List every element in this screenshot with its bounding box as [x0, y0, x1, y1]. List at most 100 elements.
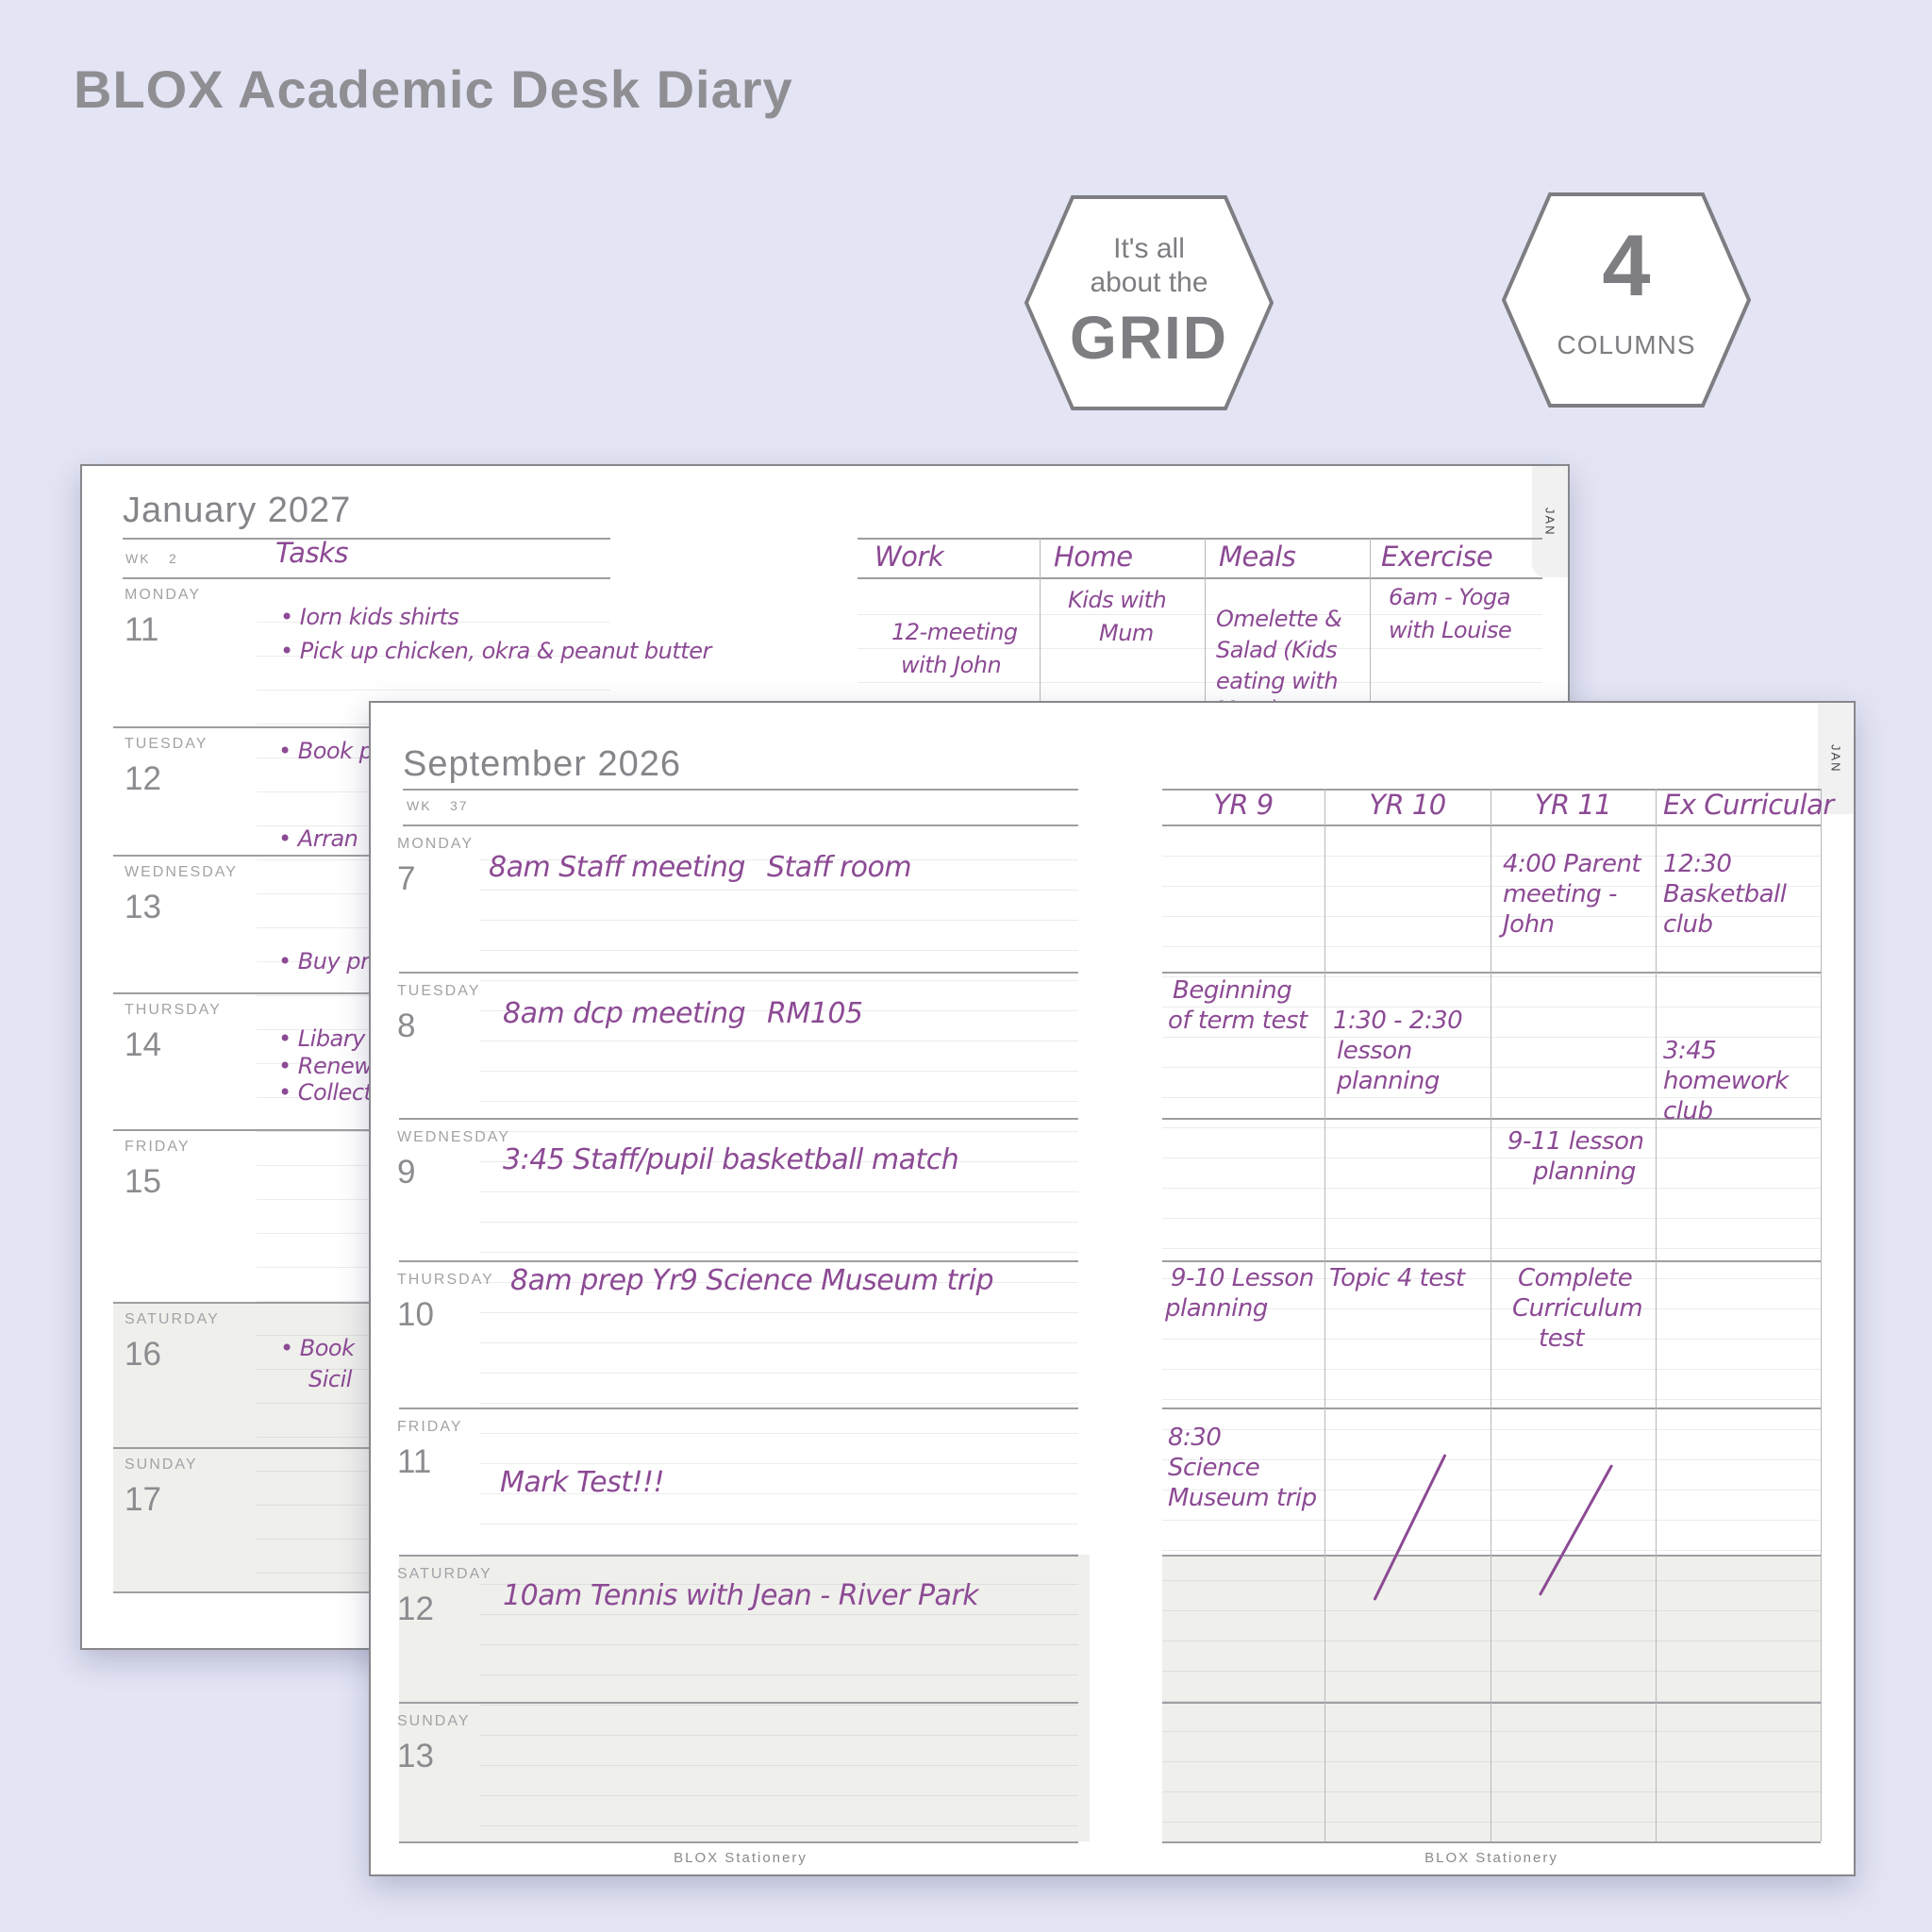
grid-entry: John — [1503, 910, 1555, 939]
grid-entry: of term test — [1168, 1007, 1307, 1035]
handwritten-entry: 8am prep Yr9 Science Museum trip — [510, 1264, 994, 1297]
sep-grid-column-header: YR 9 — [1213, 789, 1274, 821]
sep-grid-row-divider — [1162, 1841, 1821, 1843]
day-label: SUNDAY — [125, 1457, 198, 1473]
grid-entry: 4:00 Parent — [1503, 850, 1641, 878]
sep-rule-week — [403, 824, 1078, 826]
jan-home-entry: Kids with — [1068, 587, 1167, 613]
jan-week-number: 2 — [169, 551, 178, 566]
jan-exercise-entry: 6am - Yoga — [1389, 584, 1510, 610]
day-label: SUNDAY — [397, 1713, 471, 1729]
jan-rule-title — [123, 538, 610, 540]
grid-entry: club — [1663, 910, 1713, 939]
day-number: 11 — [397, 1443, 432, 1480]
sep-grid-ruled-lines — [1162, 826, 1821, 1840]
badge-grid-line1: It's all — [1113, 233, 1185, 264]
grid-entry: 12:30 — [1663, 850, 1732, 878]
sep-row-divider — [399, 1702, 1078, 1704]
badge-grid-line2: about the — [1090, 267, 1208, 298]
jan-grid-column-header: Work — [874, 541, 944, 573]
badge-grid: It's all about the GRID — [1024, 193, 1274, 412]
day-label: FRIDAY — [125, 1139, 191, 1155]
handwritten-entry: 3:45 Staff/pupil basketball match — [503, 1143, 959, 1176]
sep-grid-top-border — [1162, 789, 1821, 791]
page-title: BLOX Academic Desk Diary — [74, 59, 793, 119]
day-label: TUESDAY — [397, 983, 481, 999]
day-label: MONDAY — [125, 587, 202, 603]
handwritten-task: • Book p — [278, 738, 374, 764]
grid-entry: 9-10 Lesson — [1171, 1264, 1314, 1292]
day-label: THURSDAY — [397, 1272, 494, 1288]
grid-entry: homework — [1663, 1067, 1789, 1095]
jan-row-divider — [113, 1591, 610, 1593]
grid-entry: planning — [1533, 1158, 1636, 1186]
september-page: JAN September 2026 WK 37 — [369, 701, 1856, 1876]
sep-month-tab: JAN — [1818, 703, 1854, 814]
jan-grid-vline — [1040, 538, 1041, 708]
sep-grid-column-header: Ex Curricular — [1663, 789, 1834, 821]
sep-rule-title — [403, 789, 1078, 791]
sep-ruled-lines — [479, 830, 1078, 1840]
day-label: MONDAY — [397, 836, 475, 852]
jan-grid-vline — [1205, 538, 1206, 708]
jan-month-tab: JAN — [1532, 466, 1568, 577]
jan-row-divider — [113, 1447, 610, 1449]
handwritten-entry: 10am Tennis with Jean - River Park — [503, 1579, 979, 1612]
sep-week-label: WK — [407, 798, 432, 813]
jan-grid-column-header: Meals — [1219, 541, 1296, 573]
hexagon-icon — [1024, 195, 1274, 410]
grid-entry: Curriculum — [1512, 1294, 1643, 1323]
grid-entry: 1:30 - 2:30 — [1333, 1007, 1463, 1035]
handwritten-task: • Pick up chicken, okra & peanut butter — [280, 638, 711, 664]
grid-entry: Basketball — [1663, 880, 1787, 908]
sep-grid-row-divider — [1162, 972, 1821, 974]
sep-grid-row-divider — [1162, 1702, 1821, 1704]
grid-entry: Museum trip — [1168, 1484, 1317, 1512]
badge-columns: 4 COLUMNS — [1502, 191, 1751, 409]
day-number: 17 — [125, 1481, 161, 1518]
day-number: 15 — [125, 1163, 161, 1200]
sep-row-divider — [399, 1118, 1078, 1120]
grid-entry: Topic 4 test — [1329, 1264, 1465, 1292]
sep-grid-row-divider — [1162, 1118, 1821, 1120]
jan-tasks-header: Tasks — [275, 537, 348, 569]
grid-entry: Beginning — [1173, 976, 1292, 1005]
handwritten-task: • Iorn kids shirts — [280, 604, 459, 630]
footer-brand: BLOX Stationery — [1424, 1850, 1558, 1866]
day-number: 14 — [125, 1026, 161, 1063]
badge-grid-line3: GRID — [1070, 304, 1228, 372]
handwritten-entry: 8am Staff meeting — [489, 851, 745, 884]
sep-month-title: September 2026 — [403, 744, 681, 784]
day-label: SATURDAY — [125, 1311, 220, 1327]
day-label: SATURDAY — [397, 1566, 492, 1582]
sep-grid-row-divider — [1162, 1407, 1821, 1409]
handwritten-entry: Mark Test!!! — [500, 1466, 665, 1499]
sep-weekend-shading-grid — [1162, 1555, 1821, 1841]
hexagon-icon — [1502, 192, 1751, 408]
day-number: 16 — [125, 1336, 161, 1373]
sep-grid-vline — [1656, 789, 1657, 1841]
jan-grid-ruled-lines — [858, 581, 1542, 708]
handwritten-task: • Renew — [278, 1053, 373, 1079]
jan-grid-top-border — [858, 538, 1542, 540]
jan-month-title: January 2027 — [123, 491, 352, 530]
day-number: 10 — [397, 1296, 434, 1333]
sep-row-divider — [399, 972, 1078, 974]
footer-brand: BLOX Stationery — [674, 1850, 808, 1866]
grid-entry: club — [1663, 1097, 1713, 1125]
sep-grid-vline — [1324, 789, 1325, 1841]
jan-meals-entry: eating with — [1216, 668, 1339, 694]
jan-work-entry: with John — [901, 652, 1002, 678]
grid-entry: planning — [1337, 1067, 1440, 1095]
grid-entry: test — [1539, 1324, 1584, 1353]
grid-entry: 3:45 — [1663, 1037, 1717, 1065]
sep-grid-column-header: YR 11 — [1534, 789, 1612, 821]
sep-row-divider — [399, 1407, 1078, 1409]
sep-grid-column-header: YR 10 — [1369, 789, 1446, 821]
jan-home-entry: Mum — [1099, 620, 1154, 646]
sep-row-divider — [399, 1555, 1078, 1557]
handwritten-task: Sicil — [308, 1366, 352, 1392]
jan-meals-entry: Salad (Kids — [1216, 637, 1338, 663]
grid-entry: Science — [1168, 1454, 1260, 1482]
day-label: WEDNESDAY — [125, 864, 238, 880]
